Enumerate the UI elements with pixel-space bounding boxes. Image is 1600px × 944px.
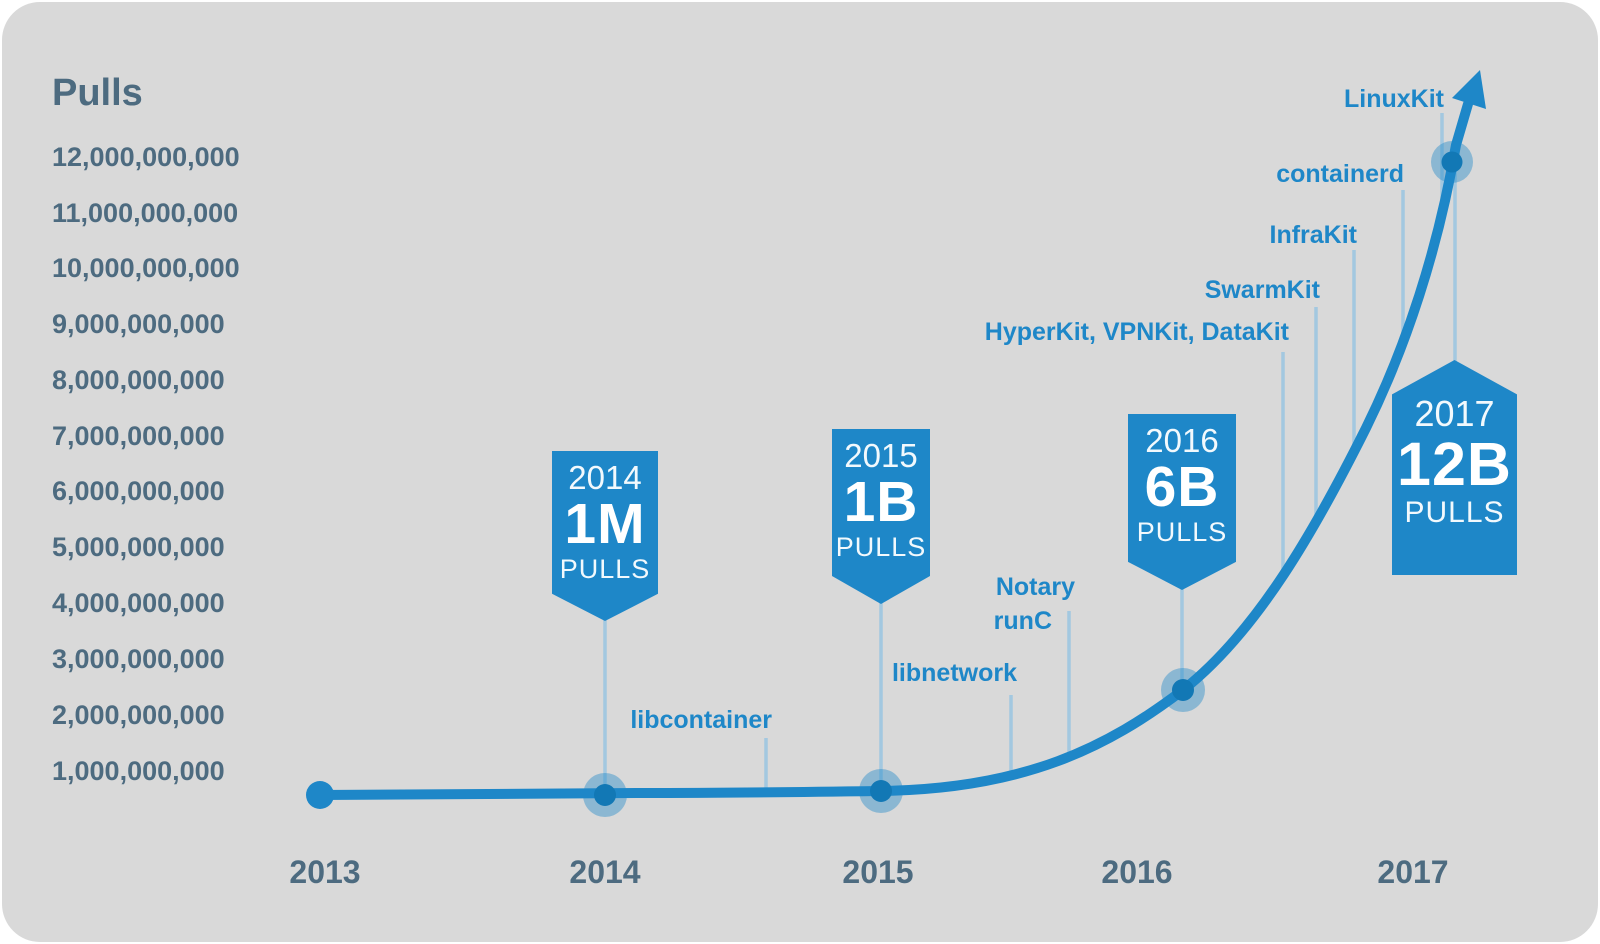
data-point-2015 <box>870 780 892 802</box>
banner-2016-value: 6B <box>1144 455 1220 520</box>
banner-2015-year: 2015 <box>844 437 918 474</box>
y-axis-tick-label: 1,000,000,000 <box>52 756 225 786</box>
milestone-label-libnetwork: libnetwork <box>891 659 1017 687</box>
banner-2015: 2015 1B PULLS <box>832 429 930 604</box>
arrow-head-icon <box>1452 70 1486 109</box>
y-axis-tick-label: 8,000,000,000 <box>52 365 225 395</box>
banner-2016-unit: PULLS <box>1136 517 1228 548</box>
banner-2017: 2017 12B PULLS <box>1392 360 1517 575</box>
x-axis-tick-label: 2016 <box>1101 854 1173 890</box>
banner-2014-value: 1M <box>564 492 646 557</box>
milestone-label-infrakit: InfraKit <box>1269 221 1358 249</box>
banner-2015-value: 1B <box>843 470 919 535</box>
x-axis-tick-label: 2014 <box>569 854 641 890</box>
y-axis-tick-label: 10,000,000,000 <box>52 253 240 283</box>
data-point-2013 <box>306 781 334 809</box>
y-axis-tick-label: 6,000,000,000 <box>52 476 225 506</box>
banner-2014-year: 2014 <box>568 459 642 496</box>
x-axis-tick-label: 2015 <box>842 854 914 890</box>
y-axis-tick-label: 11,000,000,000 <box>52 198 239 228</box>
data-point-2016 <box>1172 679 1194 701</box>
milestone-label-notary: Notary <box>995 573 1075 601</box>
y-axis-tick-label: 4,000,000,000 <box>52 588 225 618</box>
banner-2014-unit: PULLS <box>559 554 651 585</box>
data-point-2014 <box>594 784 616 806</box>
y-axis-title: Pulls <box>52 72 143 114</box>
milestone-label-kits: HyperKit, VPNKit, DataKit <box>984 318 1289 346</box>
y-axis-tick-label: 3,000,000,000 <box>52 644 225 674</box>
banner-2017-value: 12B <box>1397 429 1512 498</box>
banner-2017-year: 2017 <box>1414 393 1495 434</box>
y-axis-tick-label: 5,000,000,000 <box>52 532 225 562</box>
milestone-label-containerd: containerd <box>1276 160 1404 188</box>
milestone-label-swarmkit: SwarmKit <box>1204 276 1320 304</box>
data-point-2017 <box>1441 151 1463 173</box>
milestone-label-linuxkit: LinuxKit <box>1344 85 1444 113</box>
y-axis-tick-label: 12,000,000,000 <box>52 142 240 172</box>
milestone-label-libcontainer: libcontainer <box>630 706 772 734</box>
banner-2016: 2016 6B PULLS <box>1128 414 1236 590</box>
milestone-label-runc: runC <box>993 607 1052 635</box>
y-axis-tick-label: 2,000,000,000 <box>52 700 225 730</box>
banner-2016-year: 2016 <box>1145 422 1219 459</box>
x-axis-tick-label: 2017 <box>1377 854 1449 890</box>
y-axis-tick-label: 7,000,000,000 <box>52 421 225 451</box>
banner-2015-unit: PULLS <box>835 532 927 563</box>
y-axis-tick-label: 9,000,000,000 <box>52 309 225 339</box>
banner-2014: 2014 1M PULLS <box>552 451 658 621</box>
x-axis-tick-label: 2013 <box>289 854 361 890</box>
banner-2017-unit: PULLS <box>1404 495 1505 529</box>
